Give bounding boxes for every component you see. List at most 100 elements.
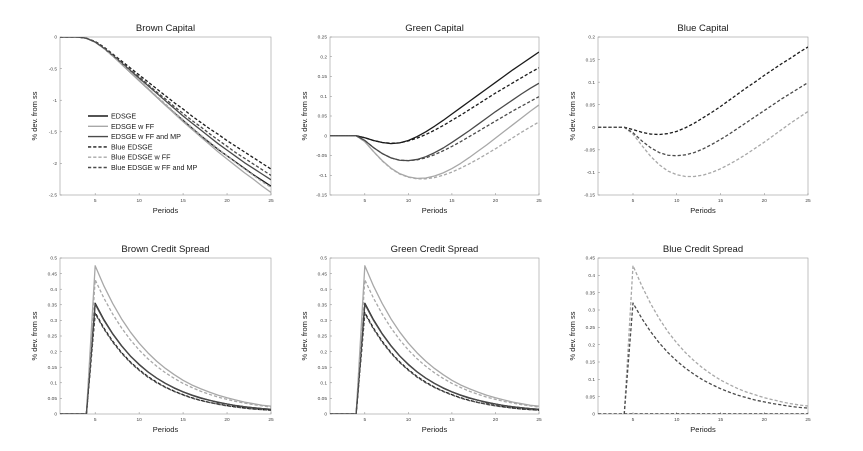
y-tick-label: 0 [324,133,327,139]
series-line-blue-edsge-w-ff-and-mp [330,96,539,162]
y-tick-label: -0.5 [49,66,58,72]
x-tick-label: 25 [536,198,542,204]
chart-panel-5: Green Credit Spread Periods % dev. from ss… [300,244,542,434]
plot-frame [329,36,540,196]
y-tick-label: 0.4 [50,287,57,293]
y-tick-label: 0.05 [586,394,596,400]
y-tick-label: 0 [592,412,595,418]
x-tick-label: 15 [449,417,455,423]
series-line-blue-edsge-w-ff-and-mp [60,37,271,176]
series-line-blue-edsge-w-ff [598,110,808,178]
series-line-edsge-w-ff-and-mp [60,37,271,181]
y-tick-label: 0 [54,35,57,41]
series-line-edsge [330,51,539,145]
x-axis-label: Periods [690,206,716,215]
x-tick-label: 5 [94,198,97,204]
y-tick-label: 0.15 [586,360,596,366]
x-tick-label: 10 [406,198,412,204]
y-tick-label: -0.1 [319,173,328,179]
y-axis-label: % dev. from ss [30,311,39,360]
x-tick-label: 5 [632,417,635,423]
y-tick-label: 0.15 [586,57,596,63]
x-tick-label: 20 [224,417,230,423]
x-tick-label: 25 [536,417,542,423]
y-tick-label: 0.45 [48,271,58,277]
y-tick-label: 0 [592,125,595,131]
y-tick-label: 0.25 [586,325,596,331]
series-line-blue-edsge-w-ff-and-mp [598,302,808,414]
chart-panel-3: Blue Capital Periods % dev. from ss 5 10 15 20… [568,23,811,215]
series-line-blue-edsge [330,67,539,144]
x-tick-label: 10 [406,417,412,423]
legend-entry-label: Blue EDSGE w FF and MP [111,163,197,172]
y-tick-label: 0.45 [586,256,596,262]
y-tick-label: 0.1 [588,377,595,383]
y-tick-label: -2.5 [49,193,58,199]
legend-entry-label: EDSGE [111,112,136,121]
y-tick-label: 0.1 [320,381,327,387]
y-tick-label: 0.05 [318,114,328,120]
y-axis-label: % dev. from ss [30,91,39,140]
y-tick-label: 0.2 [588,35,595,41]
plot-frame [59,36,272,196]
y-tick-label: 0.1 [588,80,595,86]
series-line-blue-edsge-w-ff [60,37,271,188]
x-axis-label: Periods [422,425,448,434]
y-tick-label: -1.5 [49,130,58,136]
y-tick-label: 0.5 [50,256,57,262]
y-tick-label: 0.1 [320,94,327,100]
y-tick-label: -0.15 [316,193,327,199]
x-axis-label: Periods [153,206,179,215]
x-tick-label: 15 [449,198,455,204]
y-axis-label: % dev. from ss [300,311,309,360]
x-tick-label: 5 [363,417,366,423]
x-tick-label: 25 [805,198,811,204]
series-line-blue-edsge-w-ff [330,279,539,414]
series-line-blue-edsge-w-ff-and-mp [60,312,271,414]
y-tick-label: 0.25 [318,334,328,340]
legend-entry-label: Blue EDSGE [111,142,153,151]
legend-entry-label: EDSGE w FF and MP [111,132,181,141]
series-line-blue-edsge [598,46,808,136]
x-tick-label: 15 [718,198,724,204]
chart-panel-2: Green Capital Periods % dev. from ss 5 10 15 2… [300,23,542,215]
x-tick-label: 10 [674,198,680,204]
series-line-blue-edsge-w-ff [598,264,808,414]
y-tick-label: -0.15 [584,193,595,199]
y-tick-label: 0.05 [318,396,328,402]
y-tick-label: -0.05 [316,153,327,159]
y-tick-label: 0.4 [588,273,595,279]
y-tick-label: 0.2 [320,54,327,60]
x-tick-label: 5 [363,198,366,204]
x-tick-label: 10 [136,417,142,423]
legend-entry-label: EDSGE w FF [111,122,155,131]
chart-title: Brown Capital [136,23,195,34]
y-tick-label: 0 [324,412,327,418]
y-axis-label: % dev. from ss [568,311,577,360]
y-tick-label: 0.2 [588,342,595,348]
y-tick-label: 0.2 [320,349,327,355]
y-tick-label: -0.1 [587,170,596,176]
y-tick-label: 0.15 [318,74,328,80]
y-tick-label: 0 [54,412,57,418]
x-axis-label: Periods [422,206,448,215]
series-line-blue-edsge-w-ff [330,121,539,180]
y-tick-label: 0.35 [318,303,328,309]
chart-title: Blue Capital [677,23,728,34]
x-tick-label: 25 [268,417,274,423]
series-line-edsge-w-ff [330,104,539,180]
chart-panel-1: Brown Capital Periods % dev. from ss 5 10 15 2… [30,23,274,215]
y-tick-label: 0.25 [318,35,328,41]
y-tick-label: 0.5 [320,256,327,262]
x-tick-label: 15 [718,417,724,423]
y-tick-label: 0.05 [48,396,58,402]
series-line-edsge-w-ff-and-mp [330,303,539,414]
y-tick-label: 0.15 [318,365,328,371]
x-tick-label: 10 [674,417,680,423]
series-line-edsge-w-ff [60,265,271,414]
y-tick-label: 0.35 [48,303,58,309]
x-tick-label: 10 [136,198,142,204]
y-tick-label: 0.3 [50,318,57,324]
